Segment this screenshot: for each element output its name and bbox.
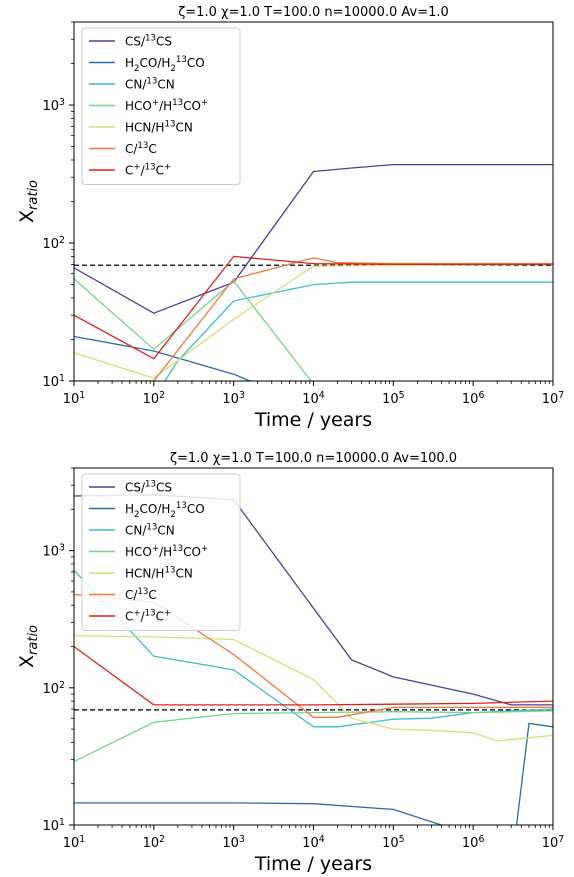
chart-title: ζ=1.0 χ=1.0 T=100.0 n=10000.0 Av=1.0: [178, 5, 449, 20]
chart-title: ζ=1.0 χ=1.0 T=100.0 n=10000.0 Av=100.0: [170, 451, 457, 466]
series-line-3: [164, 281, 553, 381]
x-tick-label: 105​: [382, 834, 405, 851]
x-tick-label: 107​: [542, 390, 565, 407]
y-tick-label: 103​: [43, 543, 66, 560]
x-tick-label: 103​: [222, 834, 245, 851]
legend-entry-7: C+​/13​C+​: [125, 163, 171, 178]
y-tick-label: 102​: [43, 680, 66, 697]
x-axis-label: Time / years: [254, 853, 372, 875]
x-tick-label: 106​: [462, 834, 485, 851]
series-line-5: [74, 634, 553, 742]
legend-entry-6: C/13​C: [125, 141, 157, 156]
y-tick-label: 102​: [43, 235, 66, 252]
x-tick-label: 107​: [542, 834, 565, 851]
series-line-1: [74, 163, 553, 314]
series-line-6: [74, 257, 553, 381]
y-tick-label: 103​: [43, 97, 66, 114]
legend-entry-1: CS/13​CS: [125, 34, 172, 49]
legend-entry-5: HCN/H13​CN: [125, 120, 193, 135]
series-line-7: [74, 255, 553, 360]
series-line-5: [74, 263, 553, 379]
chart-2: ζ=1.0 χ=1.0 T=100.0 n=10000.0 Av=100.0 10…: [16, 451, 564, 875]
x-tick-label: 104​: [302, 834, 325, 851]
legend-entry-3: CN/13​CN: [125, 523, 175, 538]
chart-1: ζ=1.0 χ=1.0 T=100.0 n=10000.0 Av=1.0 101​…: [16, 5, 564, 431]
x-tick-label: 101​: [63, 390, 86, 407]
legend: CS/13​CS H2​CO/H2​13​CO CN/13​CN HCO+​/H13​…: [81, 473, 241, 631]
x-tick-label: 103​: [222, 390, 245, 407]
legend-entry-4: HCO+​/H13​CO+​: [125, 98, 208, 113]
legend-entry-1: CS/13​CS: [125, 480, 172, 495]
x-tick-label: 101​: [63, 834, 86, 851]
series-line-3: [74, 569, 553, 728]
legend-entry-2: H2​CO/H2​13​CO: [125, 55, 205, 74]
legend-entry-3: CN/13​CN: [125, 77, 175, 92]
y-tick-label: 101​: [43, 817, 66, 834]
legend-entry-5: HCN/H13​CN: [125, 566, 193, 581]
x-tick-label: 106​: [462, 390, 485, 407]
y-axis-label: Xratio: [16, 180, 41, 223]
y-tick-label: 101​: [43, 373, 66, 390]
x-tick-label: 102​: [143, 834, 166, 851]
series-line-7: [74, 645, 553, 706]
x-tick-label: 105​: [382, 390, 405, 407]
series-line-4: [74, 278, 312, 381]
legend-entry-2: H2​CO/H2​13​CO: [125, 501, 205, 520]
plot-area: [74, 163, 553, 381]
legend-entry-7: C+​/13​C+​: [125, 609, 171, 624]
series-line-2: [74, 722, 553, 825]
plot-area: [74, 494, 553, 825]
series-line-4: [74, 710, 553, 763]
x-tick-label: 104​: [302, 390, 325, 407]
series-line-2: [74, 335, 252, 381]
legend-entry-4: HCO+​/H13​CO+​: [125, 544, 208, 559]
legend-entry-6: C/13​C: [125, 587, 157, 602]
x-axis-label: Time / years: [254, 409, 372, 431]
x-tick-label: 102​: [143, 390, 166, 407]
legend: CS/13​CS H2​CO/H2​13​CO CN/13​CN HCO+​/H13​…: [81, 27, 241, 185]
y-axis-label: Xratio: [16, 625, 41, 668]
